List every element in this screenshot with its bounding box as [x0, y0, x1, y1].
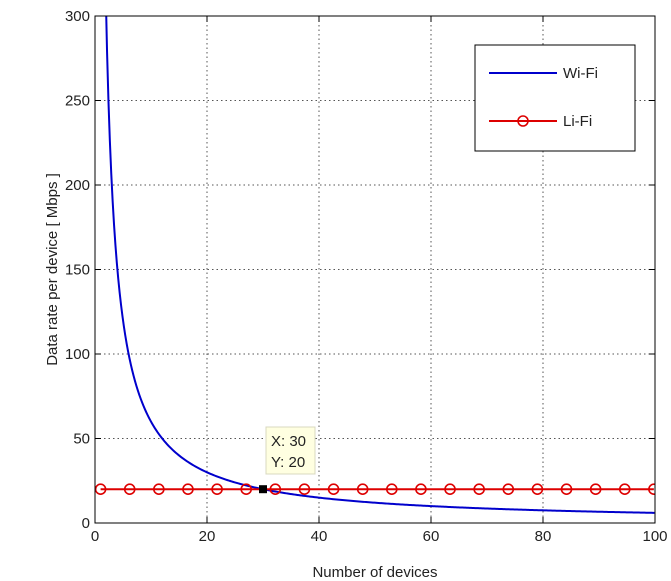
x-tick-label: 20	[199, 528, 216, 545]
datatip-marker[interactable]	[259, 485, 267, 494]
ticks-layer: 0 20 40 60 80 100 0 50 100 150 200 250 300	[65, 8, 668, 545]
series-point-li-fi	[385, 483, 398, 496]
y-tick-label: 300	[65, 8, 90, 25]
datatip-y-text: Y: 20	[271, 454, 305, 471]
series-point-li-fi	[182, 483, 194, 496]
y-tick-label: 250	[65, 93, 90, 110]
y-tick-label: 200	[65, 177, 90, 194]
datatip-layer: X: 30 Y: 20	[259, 426, 316, 494]
y-tick-label: 100	[65, 346, 90, 363]
y-axis-label: Data rate per device [ Mbps ]	[44, 173, 61, 366]
series-point-li-fi	[502, 483, 515, 496]
datatip-box	[265, 426, 316, 475]
series-point-li-fi	[153, 483, 165, 496]
x-tick-label: 100	[642, 528, 667, 545]
series-point-li-fi	[240, 483, 252, 496]
series-layer	[95, 16, 655, 514]
y-tick-label: 0	[82, 515, 90, 532]
x-tick-label: 80	[535, 528, 552, 545]
grid-layer	[95, 16, 655, 523]
datatip-x-text: X: 30	[271, 433, 306, 450]
series-point-li-fi	[589, 483, 602, 496]
x-tick-label: 40	[311, 528, 328, 545]
series-line-wi-fi	[105, 16, 655, 514]
series-point-li-fi	[473, 483, 485, 496]
legend: Wi-Fi Li-Fi	[474, 44, 636, 152]
x-tick-label: 0	[91, 528, 99, 545]
y-tick-label: 50	[73, 431, 90, 448]
legend-label-li-fi: Li-Fi	[563, 113, 592, 130]
series-point-li-fi	[298, 483, 311, 496]
series-point-li-fi	[269, 483, 282, 496]
series-point-li-fi	[211, 483, 223, 496]
series-point-li-fi	[415, 483, 427, 496]
legend-marker-li-fi	[517, 115, 529, 127]
series-point-li-fi	[356, 483, 369, 496]
legend-label-wi-fi: Wi-Fi	[563, 65, 598, 82]
x-axis-label: Number of devices	[312, 564, 437, 581]
y-tick-label: 150	[65, 262, 90, 279]
series-point-li-fi	[618, 483, 631, 496]
legend-box	[474, 44, 636, 152]
series-point-li-fi	[531, 483, 544, 496]
series-point-li-fi	[560, 483, 573, 496]
x-tick-label: 60	[423, 528, 440, 545]
series-point-li-fi	[327, 483, 340, 496]
series-point-li-fi	[123, 483, 136, 496]
series-point-li-fi	[648, 483, 655, 495]
series-point-li-fi	[95, 483, 107, 495]
series-point-li-fi	[444, 483, 456, 496]
